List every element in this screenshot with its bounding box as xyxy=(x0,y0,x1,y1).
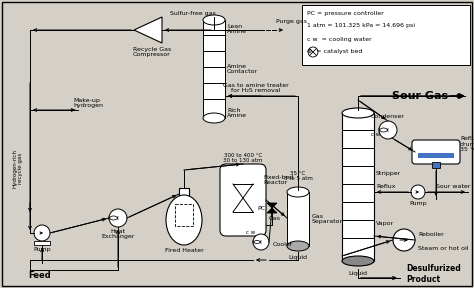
Ellipse shape xyxy=(203,15,225,25)
Bar xyxy=(287,192,309,246)
Bar xyxy=(342,113,374,261)
Text: Stripper: Stripper xyxy=(376,170,401,175)
Text: Gas to amine treater
for H₂S removal: Gas to amine treater for H₂S removal xyxy=(223,83,289,93)
Circle shape xyxy=(411,185,425,199)
Text: Steam or hot oil: Steam or hot oil xyxy=(418,245,468,251)
Circle shape xyxy=(379,121,397,139)
Text: Liquid: Liquid xyxy=(348,272,367,276)
Ellipse shape xyxy=(203,113,225,123)
Ellipse shape xyxy=(342,108,374,118)
Text: Recycle Gas
Compressor: Recycle Gas Compressor xyxy=(133,47,171,57)
Text: 35 °C
3 to 5 atm: 35 °C 3 to 5 atm xyxy=(283,170,312,181)
Text: Fired Heater: Fired Heater xyxy=(164,249,203,253)
Text: Reflux: Reflux xyxy=(376,185,395,190)
Text: 1 atm = 101.325 kPa = 14.696 psi: 1 atm = 101.325 kPa = 14.696 psi xyxy=(307,24,415,29)
Bar xyxy=(432,162,440,168)
Bar xyxy=(34,241,50,245)
Text: Purge gas: Purge gas xyxy=(276,20,307,24)
Text: Pump: Pump xyxy=(409,200,427,206)
FancyBboxPatch shape xyxy=(412,140,460,164)
Text: Make-up
hydrogen: Make-up hydrogen xyxy=(73,98,103,108)
Bar xyxy=(175,204,193,226)
Text: Vapor: Vapor xyxy=(376,221,394,226)
Ellipse shape xyxy=(287,187,309,197)
Text: Gas: Gas xyxy=(269,215,281,221)
Text: Sour Gas: Sour Gas xyxy=(392,91,448,101)
Text: Fixed-bed
Reactor: Fixed-bed Reactor xyxy=(263,175,293,185)
Circle shape xyxy=(393,229,415,251)
Circle shape xyxy=(253,234,269,250)
Bar xyxy=(179,188,189,200)
Text: Cooler: Cooler xyxy=(273,242,293,247)
Bar xyxy=(302,5,470,65)
Text: Sour water: Sour water xyxy=(436,183,470,189)
Polygon shape xyxy=(267,208,277,213)
Text: Desulfurized
Product: Desulfurized Product xyxy=(406,264,461,284)
Circle shape xyxy=(308,47,318,57)
Text: Feed: Feed xyxy=(28,270,51,279)
Text: Rich
Amine: Rich Amine xyxy=(227,108,247,118)
Ellipse shape xyxy=(287,241,309,251)
Bar xyxy=(418,153,454,158)
Text: Gas
Separator: Gas Separator xyxy=(312,214,343,224)
Text: c w  = cooling water: c w = cooling water xyxy=(307,37,372,41)
Text: PC = pressure controller: PC = pressure controller xyxy=(307,10,384,16)
Text: Reflux
drum
35 °C: Reflux drum 35 °C xyxy=(460,136,474,152)
Ellipse shape xyxy=(166,195,202,245)
Ellipse shape xyxy=(342,256,374,266)
Text: Hydrogen-rich
recycle gas: Hydrogen-rich recycle gas xyxy=(13,149,23,187)
Polygon shape xyxy=(134,17,162,43)
Text: c w: c w xyxy=(371,132,381,137)
Polygon shape xyxy=(267,203,277,208)
Text: Amine
Contactor: Amine Contactor xyxy=(227,64,258,74)
Text: 300 to 400 °C
30 to 130 atm: 300 to 400 °C 30 to 130 atm xyxy=(223,153,263,163)
Circle shape xyxy=(34,225,50,241)
Text: Lean
Amine: Lean Amine xyxy=(227,24,247,34)
Bar xyxy=(203,20,225,118)
Text: Heat
Exchanger: Heat Exchanger xyxy=(101,229,135,239)
Text: Sulfur-free gas: Sulfur-free gas xyxy=(170,12,216,16)
Text: Condenser: Condenser xyxy=(371,115,405,120)
Text: Liquid: Liquid xyxy=(289,255,308,261)
Text: Pump: Pump xyxy=(33,247,51,253)
Circle shape xyxy=(109,209,127,227)
Text: ⊗  = catalyst bed: ⊗ = catalyst bed xyxy=(307,50,363,54)
FancyBboxPatch shape xyxy=(220,164,266,236)
Text: PC: PC xyxy=(257,206,265,211)
Text: c w: c w xyxy=(246,230,255,234)
Text: Reboiler: Reboiler xyxy=(418,232,444,238)
